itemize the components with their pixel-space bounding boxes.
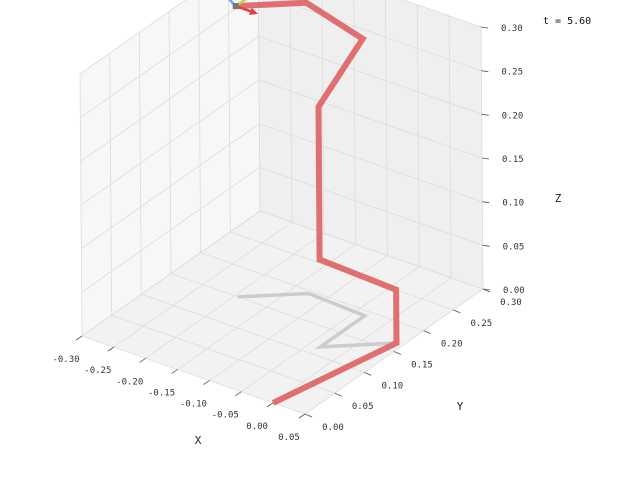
- z-tick-mark: [480, 26, 489, 29]
- end-effector-frame: [228, 0, 258, 15]
- x-tick-label: 0.05: [278, 433, 300, 443]
- y-tick-label: 0.15: [411, 361, 433, 371]
- z-tick-mark: [481, 113, 489, 116]
- y-tick-mark: [423, 330, 431, 335]
- z-tick-mark: [482, 201, 490, 204]
- y-tick-label: 0.00: [322, 423, 344, 433]
- x-tick-label: -0.10: [180, 400, 207, 410]
- z-axis-label: Z: [555, 192, 562, 205]
- z-tick-label: 0.20: [502, 111, 524, 121]
- grid-line-z: [81, 123, 483, 250]
- x-tick-label: -0.20: [116, 377, 143, 387]
- grid-line-z: [80, 79, 483, 206]
- z-tick-label: 0.15: [502, 155, 524, 165]
- grid-line-z: [80, 35, 482, 162]
- x-tick-mark: [171, 369, 178, 374]
- y-tick-label: 0.05: [352, 402, 374, 412]
- z-tick-label: 0.10: [502, 199, 524, 209]
- x-tick-mark: [203, 380, 210, 385]
- x-tick-label: 0.00: [246, 422, 268, 432]
- x-tick-mark: [298, 413, 306, 419]
- frame-axis-shaft: [234, 0, 247, 8]
- z-tick-mark: [481, 157, 490, 160]
- z-tick-label: 0.05: [503, 242, 525, 252]
- y-tick-label: 0.10: [381, 381, 403, 391]
- frame-axis-shaft: [228, 0, 237, 7]
- x-tick-label: -0.30: [52, 355, 79, 365]
- z-tick-label: 0.30: [501, 24, 523, 34]
- x-tick-label: -0.25: [84, 366, 111, 376]
- grid-line-z: [79, 0, 482, 75]
- z-tick-label: 0.00: [503, 286, 525, 296]
- z-tick-label: 0.25: [501, 68, 523, 78]
- y-tick-mark: [334, 392, 342, 397]
- y-tick-mark: [364, 371, 372, 376]
- axis-ticks: -0.30 -0.25 -0.20 -0.15 -0.10 -0.05 0.00 0.05 0.…: [52, 24, 524, 443]
- series-line-arm: [235, 0, 400, 406]
- y-tick-label: 0.25: [470, 319, 492, 329]
- grid-line-z: [81, 166, 483, 293]
- x-tick-mark: [107, 346, 115, 352]
- frame-origin-marker: [232, 3, 239, 10]
- y-tick-mark: [393, 351, 402, 355]
- grid-line-z: [81, 210, 484, 337]
- x-tick-mark: [235, 391, 242, 397]
- y-tick-mark: [304, 413, 313, 418]
- x-tick-label: -0.15: [148, 388, 175, 398]
- pane-y: [258, 0, 483, 289]
- z-tick-mark: [482, 244, 490, 247]
- x-axis-label: X: [195, 434, 202, 447]
- y-tick-label: 0.20: [441, 340, 463, 350]
- x-tick-mark: [75, 335, 83, 341]
- z-tick-mark: [481, 70, 489, 73]
- time-readout: t = 5.60: [543, 16, 591, 27]
- y-axis-label: Y: [457, 400, 464, 413]
- z-tick-mark: [482, 288, 491, 291]
- frame-axis-arrowhead: [249, 7, 258, 15]
- x-tick-mark: [139, 357, 146, 363]
- x-tick-label: -0.05: [212, 411, 239, 421]
- series-line-shadow: [237, 291, 397, 349]
- x-tick-mark: [266, 402, 274, 408]
- y-tick-label: 0.30: [500, 298, 522, 308]
- y-tick-mark: [453, 309, 461, 314]
- grid-line-z: [80, 0, 482, 119]
- data-series: [235, 0, 400, 406]
